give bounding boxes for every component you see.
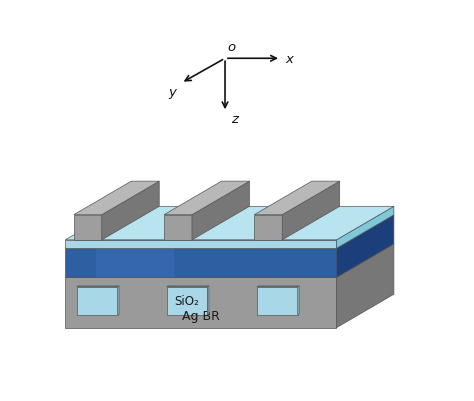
Polygon shape [167, 286, 209, 287]
Polygon shape [77, 287, 118, 315]
Text: x: x [286, 53, 293, 66]
Polygon shape [65, 249, 337, 278]
Polygon shape [337, 207, 394, 249]
Polygon shape [65, 244, 394, 278]
Polygon shape [102, 182, 159, 240]
Polygon shape [257, 287, 298, 315]
Polygon shape [65, 278, 337, 328]
Text: SiO₂: SiO₂ [175, 294, 200, 308]
Polygon shape [192, 182, 249, 240]
Polygon shape [282, 182, 340, 240]
Text: SiO₂: SiO₂ [190, 238, 215, 251]
Polygon shape [208, 286, 209, 315]
Polygon shape [164, 182, 249, 215]
Polygon shape [118, 286, 119, 315]
Text: z: z [231, 113, 238, 126]
Polygon shape [337, 215, 394, 278]
Polygon shape [164, 215, 192, 240]
Polygon shape [96, 249, 174, 278]
Polygon shape [65, 215, 394, 249]
Polygon shape [65, 207, 394, 240]
Polygon shape [167, 287, 208, 315]
Polygon shape [65, 240, 337, 249]
Text: Si: Si [195, 256, 207, 269]
Polygon shape [74, 182, 159, 215]
Polygon shape [298, 286, 299, 315]
Polygon shape [255, 215, 282, 240]
Polygon shape [77, 286, 119, 287]
Polygon shape [257, 286, 299, 287]
Text: Ag: Ag [356, 209, 371, 222]
Polygon shape [337, 244, 394, 328]
Text: Ag BR: Ag BR [182, 309, 220, 322]
Text: y: y [168, 86, 176, 99]
Polygon shape [255, 182, 340, 215]
Text: o: o [227, 41, 235, 55]
Polygon shape [74, 215, 102, 240]
